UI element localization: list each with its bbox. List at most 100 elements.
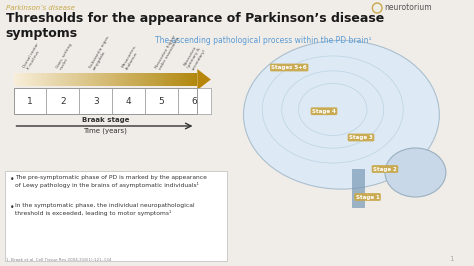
Bar xyxy=(14,73,16,86)
Text: neurotorium: neurotorium xyxy=(384,3,432,13)
Bar xyxy=(53,73,55,86)
Bar xyxy=(110,73,112,86)
Bar xyxy=(94,73,96,86)
Bar xyxy=(177,73,179,86)
Bar xyxy=(195,73,197,86)
Bar xyxy=(23,73,25,86)
Bar xyxy=(62,73,64,86)
Bar xyxy=(91,73,94,86)
Text: 1: 1 xyxy=(27,97,33,106)
FancyBboxPatch shape xyxy=(5,171,228,261)
Bar xyxy=(167,73,170,86)
Bar xyxy=(46,73,48,86)
Bar xyxy=(105,73,108,86)
Bar xyxy=(75,73,78,86)
Bar xyxy=(18,73,20,86)
Bar xyxy=(135,73,137,86)
Bar xyxy=(71,73,73,86)
Bar xyxy=(79,88,112,114)
Bar xyxy=(188,73,191,86)
Bar xyxy=(27,73,29,86)
Text: Thresholds for the appearance of Parkinson’s disease
symptoms: Thresholds for the appearance of Parkins… xyxy=(6,12,384,40)
Text: 3: 3 xyxy=(93,97,99,106)
Bar xyxy=(183,73,186,86)
Bar xyxy=(137,73,140,86)
Bar xyxy=(25,73,27,86)
Bar xyxy=(34,73,36,86)
Bar xyxy=(87,73,89,86)
Bar xyxy=(14,88,197,114)
Text: Time (years): Time (years) xyxy=(83,127,128,134)
Text: Stage 1: Stage 1 xyxy=(356,194,379,200)
Bar xyxy=(103,73,105,86)
Bar xyxy=(66,73,69,86)
Text: Gain, setting
nuclei: Gain, setting nuclei xyxy=(55,42,77,71)
Ellipse shape xyxy=(385,148,446,197)
Bar xyxy=(119,73,121,86)
Text: Neocortex
(primary &
secondary): Neocortex (primary & secondary) xyxy=(183,43,207,71)
Bar xyxy=(48,73,50,86)
Bar xyxy=(126,73,128,86)
Bar xyxy=(191,73,193,86)
Ellipse shape xyxy=(244,40,439,189)
Bar xyxy=(165,73,167,86)
Bar xyxy=(29,73,32,86)
Bar xyxy=(149,73,151,86)
Text: 4: 4 xyxy=(126,97,131,106)
Bar xyxy=(101,73,103,86)
Bar xyxy=(59,73,62,86)
Bar xyxy=(41,73,44,86)
Text: 5: 5 xyxy=(159,97,164,106)
Bar xyxy=(147,73,149,86)
Bar xyxy=(20,73,23,86)
Bar xyxy=(140,73,142,86)
Bar xyxy=(179,73,181,86)
Bar xyxy=(352,169,365,207)
Bar xyxy=(154,73,156,86)
Bar xyxy=(181,73,183,86)
Bar xyxy=(131,73,133,86)
Text: Neocortex higher
order association: Neocortex higher order association xyxy=(154,34,181,71)
Polygon shape xyxy=(197,69,211,90)
Bar xyxy=(108,73,110,86)
Text: •: • xyxy=(9,203,14,212)
Bar xyxy=(133,73,135,86)
Bar xyxy=(14,88,46,114)
Text: The ascending pathological process within the PD brain¹: The ascending pathological process withi… xyxy=(155,36,371,45)
Bar xyxy=(145,88,178,114)
Bar xyxy=(32,73,34,86)
Text: 1. Braak et al. Cell Tissue Res 2004;318(1):121–134: 1. Braak et al. Cell Tissue Res 2004;318… xyxy=(6,258,111,262)
Text: Parkinson’s disease: Parkinson’s disease xyxy=(6,5,75,11)
Bar xyxy=(36,73,39,86)
Bar xyxy=(158,73,161,86)
Bar xyxy=(80,73,82,86)
Bar xyxy=(89,73,91,86)
Text: •: • xyxy=(9,175,14,184)
Bar xyxy=(163,73,165,86)
Bar xyxy=(156,73,158,86)
Text: The pre-symptomatic phase of PD is marked by the appearance
of Lewy pathology in: The pre-symptomatic phase of PD is marke… xyxy=(16,175,207,188)
Text: In the symptomatic phase, the individual neuropathological
threshold is exceeded: In the symptomatic phase, the individual… xyxy=(16,203,195,216)
Bar xyxy=(112,73,115,86)
Bar xyxy=(121,73,124,86)
Bar xyxy=(69,73,71,86)
Bar xyxy=(124,73,126,86)
Bar xyxy=(174,73,177,86)
Bar xyxy=(193,73,195,86)
Bar xyxy=(46,88,79,114)
Bar xyxy=(55,73,57,86)
Text: Stage 2: Stage 2 xyxy=(373,167,397,172)
Bar xyxy=(96,73,99,86)
Bar xyxy=(128,73,131,86)
Bar xyxy=(50,73,53,86)
Text: 2: 2 xyxy=(60,97,66,106)
Text: Dorsal motor
X nucleus: Dorsal motor X nucleus xyxy=(23,43,44,71)
Bar xyxy=(57,73,59,86)
Bar xyxy=(178,88,211,114)
Bar xyxy=(64,73,66,86)
Bar xyxy=(115,73,117,86)
Text: Substantia nigra,
amygdala: Substantia nigra, amygdala xyxy=(88,34,114,71)
Bar xyxy=(117,73,119,86)
Bar xyxy=(170,73,172,86)
Text: 1: 1 xyxy=(449,256,454,262)
